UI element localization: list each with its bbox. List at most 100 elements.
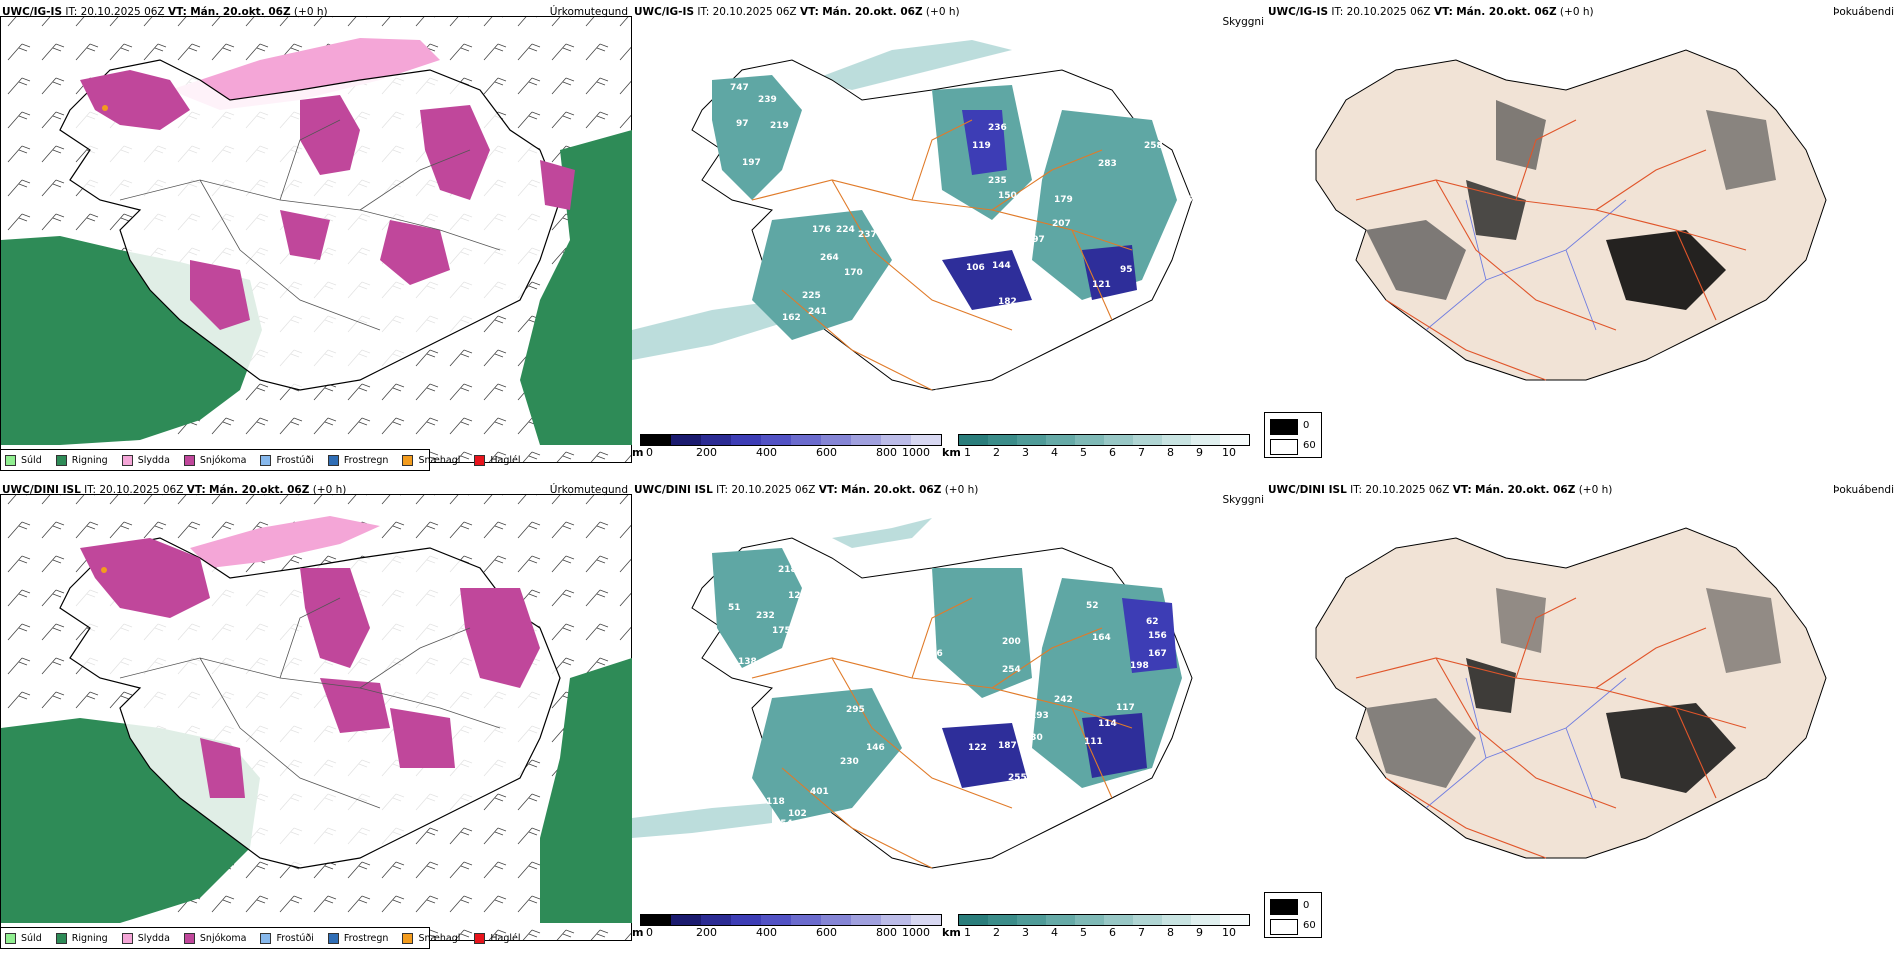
vis-value: 166 [1180, 195, 1199, 205]
vis-value: 239 [758, 95, 777, 105]
vis-value: 147 [938, 833, 957, 843]
vis-value: 144 [992, 261, 1011, 271]
colorbar-unit: m [632, 446, 644, 459]
colorbar-tick: 400 [756, 446, 777, 459]
colorbar-segment [881, 435, 911, 445]
vis-value: 241 [808, 307, 827, 317]
vis-value: 62 [1146, 617, 1159, 627]
vis-value: 207 [1052, 219, 1071, 229]
snow-area [420, 105, 490, 200]
colorbar-tick: 6 [1109, 446, 1116, 459]
teal-band [832, 518, 932, 548]
vis-value: 266 [924, 649, 943, 659]
snow-area [200, 738, 245, 798]
road-network [1355, 597, 1747, 859]
teal-area [752, 688, 902, 823]
legend-item: Snæhagl [402, 932, 460, 944]
vis-value: 121 [888, 221, 907, 231]
colorbar-tick: 5 [1080, 446, 1087, 459]
colorbar-tick: 800 [876, 926, 897, 939]
panel-header: UWC/DINI ISL IT: 20.10.2025 06Z VT: Mán.… [2, 484, 347, 496]
legend-swatch [55, 932, 67, 944]
panel-title: Skyggni [1222, 494, 1265, 506]
blue-area [1082, 713, 1147, 778]
colorbar-segment [1220, 915, 1249, 925]
vis-value: 176 [812, 225, 831, 235]
snow-area [80, 538, 210, 618]
teal-area [1032, 110, 1177, 300]
vis-value: 81 [1182, 161, 1195, 171]
blue-area [942, 723, 1027, 788]
colorbar-segment [1075, 435, 1104, 445]
colorbar-segment [1017, 915, 1046, 925]
fog-area [1366, 220, 1466, 300]
legend-item: Frostúði [260, 932, 314, 944]
vis-value: 235 [988, 176, 1007, 186]
colorbar-tick: 400 [756, 926, 777, 939]
river-network [1425, 199, 1627, 331]
snow-area [190, 260, 250, 330]
colorbar-unit: m [632, 926, 644, 939]
colorbar-segment [1191, 915, 1220, 925]
legend-swatch [402, 454, 414, 466]
vis-value: 297 [1026, 235, 1045, 245]
vis-value: 232 [756, 611, 775, 621]
colorbar-unit: km [942, 446, 961, 459]
visibility-labels: 747 239 97 219 197 176 224 237 121 264 1… [730, 83, 1199, 399]
colorbar-tick: 0 [646, 446, 653, 459]
blue-area [1122, 598, 1177, 673]
colorbar-segment [1133, 435, 1162, 445]
road-network [119, 597, 501, 809]
road-network [751, 597, 1133, 869]
colorbar-tick: 10 [1222, 446, 1236, 459]
colorbar-segment [731, 915, 761, 925]
colorbar-segment [701, 915, 731, 925]
panel-header: UWC/IG-IS IT: 20.10.2025 06Z VT: Mán. 20… [634, 6, 960, 18]
vis-value: 230 [840, 757, 859, 767]
colorbar-segment [1220, 435, 1249, 445]
colorbar-segment [1133, 915, 1162, 925]
fog-legend-swatch [1270, 919, 1298, 935]
colorbar-segment [851, 435, 881, 445]
vis-value: 200 [1002, 637, 1021, 647]
vis-value: 175 [772, 626, 791, 636]
colorbar-segment [1046, 915, 1075, 925]
colorbar-segment [911, 435, 941, 445]
precip-map [1, 17, 632, 462]
colorbar-tick: 3 [1022, 446, 1029, 459]
legend-swatch [5, 932, 16, 944]
rain-area [520, 130, 632, 445]
fog-legend-label: 60 [1303, 920, 1316, 931]
legend-item: Frostregn [327, 932, 388, 944]
colorbar-strip [958, 434, 1250, 446]
teal-band [812, 40, 1012, 90]
colorbar-tick: 6 [1109, 926, 1116, 939]
legend-item: Slydda [121, 932, 170, 944]
vis-value: 89 [912, 243, 925, 253]
legend-item: Rigning [55, 454, 108, 466]
colorbar-tick: 0 [646, 926, 653, 939]
precip-panel-dini: UWC/DINI ISL IT: 20.10.2025 06Z VT: Mán.… [0, 478, 632, 953]
visibility-labels: 218 128 51 232 175 138 295 222 146 230 9… [728, 565, 1167, 843]
vis-value: 225 [802, 291, 821, 301]
vis-value: 52 [1086, 601, 1099, 611]
blue-area [962, 110, 1007, 175]
colorbar-tick: 600 [816, 446, 837, 459]
legend-item: Frostúði [260, 454, 314, 466]
colorbar-segment [988, 435, 1017, 445]
teal-area [932, 568, 1032, 698]
fog-legend-swatch [1270, 419, 1298, 435]
precip-panel-igis: UWC/IG-IS IT: 20.10.2025 06Z VT: Mán. 20… [0, 0, 632, 475]
teal-area [712, 75, 802, 200]
colorbar-tick: 3 [1022, 926, 1029, 939]
vis-value: 170 [844, 268, 863, 278]
coastline-iceland [1315, 527, 1827, 859]
fog-legend-swatch [1270, 439, 1298, 455]
fog-panel-igis: UWC/IG-IS IT: 20.10.2025 06Z VT: Mán. 20… [1266, 0, 1900, 475]
colorbar-tick: 7 [1138, 926, 1145, 939]
vis-value: 401 [810, 787, 829, 797]
colorbar-segment [761, 435, 791, 445]
road-network [1355, 119, 1747, 381]
fog-panel-dini: UWC/DINI ISL IT: 20.10.2025 06Z VT: Mán.… [1266, 478, 1900, 953]
vis-value: 93 [916, 725, 929, 735]
